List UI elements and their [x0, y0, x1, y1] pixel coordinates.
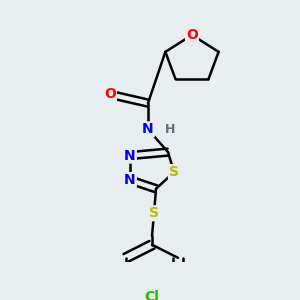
- Text: S: S: [169, 165, 179, 179]
- Text: O: O: [186, 28, 198, 42]
- Text: O: O: [104, 87, 116, 101]
- Text: S: S: [149, 206, 159, 220]
- Text: H: H: [165, 123, 175, 136]
- Text: N: N: [124, 148, 136, 163]
- Text: N: N: [124, 173, 136, 187]
- Text: Cl: Cl: [145, 290, 159, 300]
- Text: N: N: [142, 122, 154, 136]
